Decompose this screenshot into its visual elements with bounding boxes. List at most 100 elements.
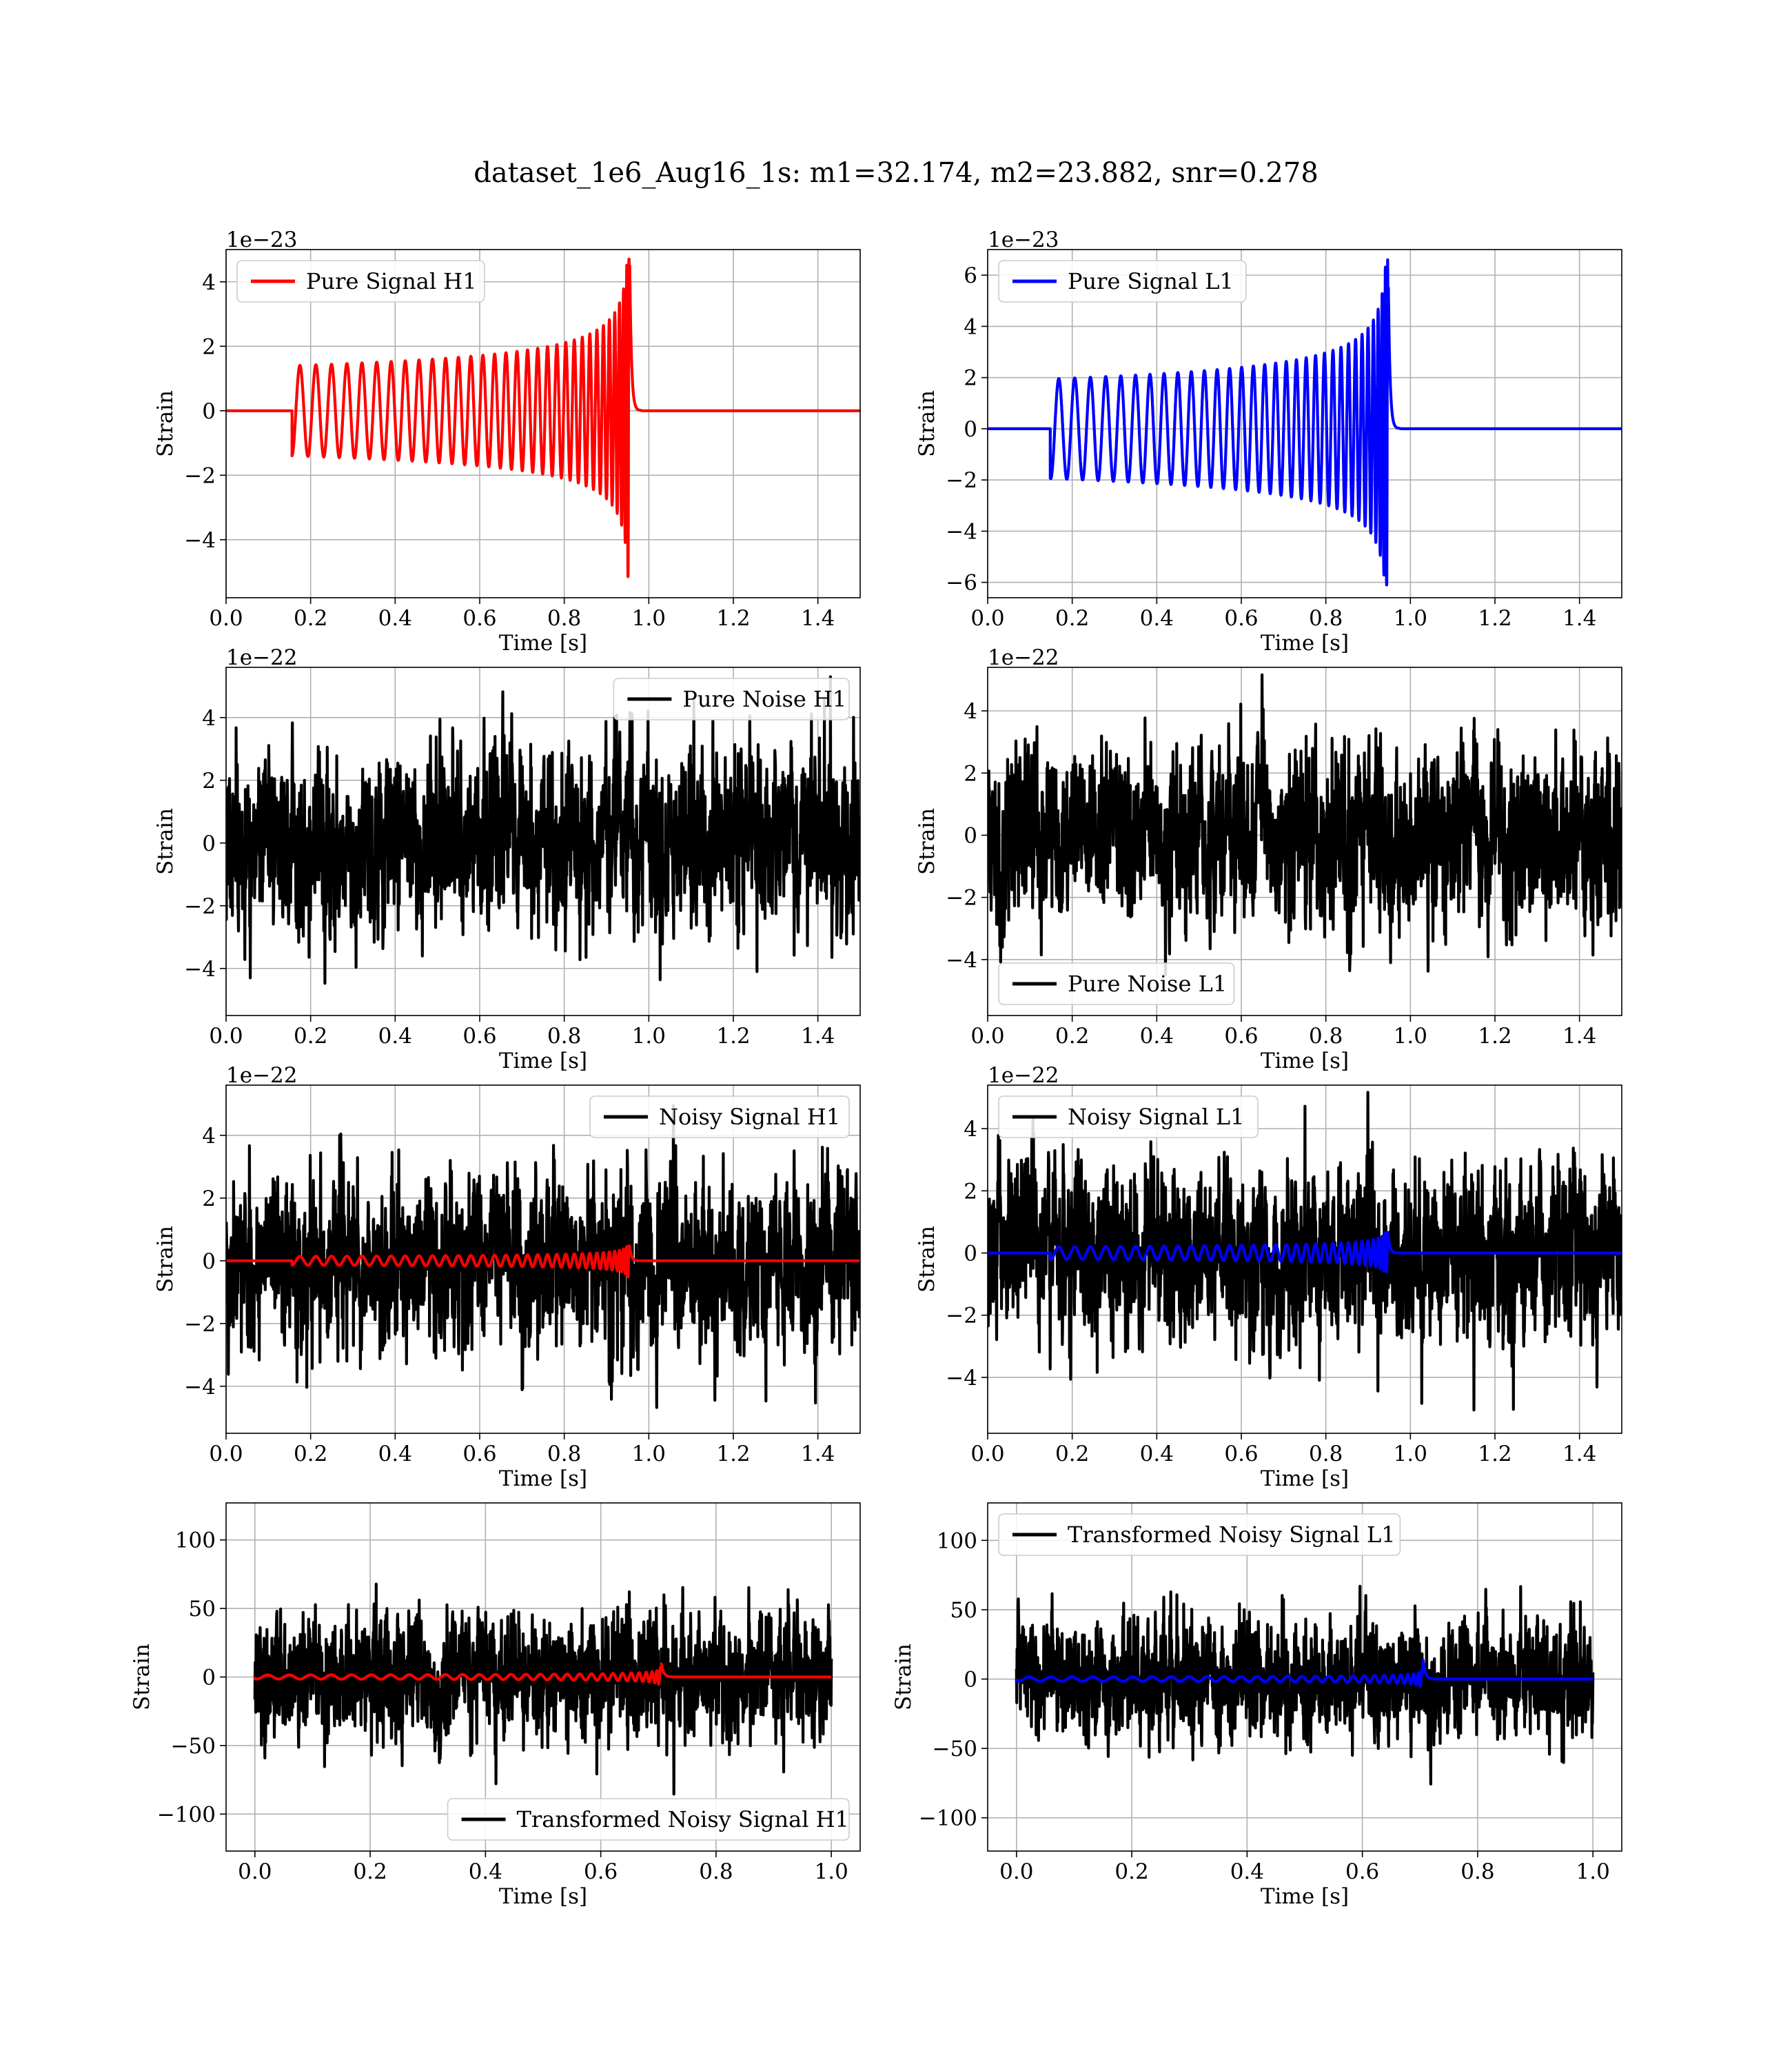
y-tick-label: 0: [202, 831, 216, 856]
x-tick-label: 0.8: [1309, 1442, 1343, 1466]
x-axis-label: Time [s]: [499, 1049, 587, 1073]
axis-offset-text: 1e−22: [226, 1063, 298, 1088]
axes-frame: [987, 249, 1622, 598]
y-axis-label: Strain: [891, 1644, 916, 1710]
y-tick-label: −4: [946, 519, 977, 544]
y-tick-label: 2: [964, 1179, 977, 1204]
axes-frame: [225, 667, 861, 1016]
y-tick-label: 100: [937, 1528, 977, 1553]
legend-label: Pure Signal L1: [1068, 268, 1234, 294]
axes-frame: [987, 1502, 1622, 1852]
x-tick-label: 1.0: [632, 1442, 666, 1466]
legend: Pure Noise L1: [998, 962, 1235, 1005]
y-tick-label: 2: [964, 366, 977, 391]
y-tick-label: 4: [202, 706, 216, 731]
x-tick-label: 1.0: [1394, 1442, 1427, 1466]
legend-label: Noisy Signal H1: [659, 1104, 840, 1130]
x-tick-label: 1.0: [1576, 1859, 1610, 1884]
pure-noise-l1-panel: 0.0 0.2 0.4 0.6 0.8 1.0 1.2 1.4 −4 −2 0 2 4 Time [s] S…: [915, 645, 1622, 1073]
y-tick-label: 4: [202, 1124, 216, 1149]
x-tick-label: 0.6: [584, 1859, 618, 1884]
x-tick-label: 1.4: [801, 1442, 835, 1466]
x-tick-label: 0.4: [378, 1442, 412, 1466]
y-tick-label: −100: [919, 1806, 977, 1831]
y-tick-label: −4: [184, 1375, 216, 1400]
y-tick-label: −2: [184, 894, 216, 919]
legend-label: Pure Signal H1: [306, 268, 477, 294]
legend-box: [998, 260, 1247, 303]
y-tick-label: −100: [157, 1802, 216, 1827]
y-tick-label: −4: [946, 1366, 977, 1391]
legend-box: [998, 1095, 1259, 1138]
y-tick-label: −2: [946, 1304, 977, 1329]
pure-signal-l1-line: [988, 258, 1622, 587]
x-tick-label: 0.0: [209, 1024, 243, 1049]
x-tick-label: 1.2: [716, 606, 750, 631]
noisy-signal-l1-panel: 0.0 0.2 0.4 0.6 0.8 1.0 1.2 1.4 −4 −2 0 2 4 Time [s] S…: [915, 1063, 1622, 1491]
pure-noise-h1-panel: 0.0 0.2 0.4 0.6 0.8 1.0 1.2 1.4 −4 −2 0 2 4 Time [s] S…: [153, 645, 861, 1073]
y-axis-label: Strain: [153, 390, 178, 457]
x-tick-label: 0.4: [378, 1024, 412, 1049]
transformed-noisy-signal-h1-overlay-line: [253, 1662, 832, 1686]
y-tick-label: 50: [950, 1598, 977, 1623]
x-tick-label: 0.4: [469, 1859, 502, 1884]
axis-offset-text: 1e−22: [988, 645, 1059, 670]
y-tick-label: 0: [964, 1241, 977, 1266]
x-tick-label: 0.2: [1055, 1024, 1089, 1049]
x-tick-label: 0.8: [547, 1442, 581, 1466]
y-tick-label: 2: [202, 1186, 216, 1211]
x-tick-label: 0.4: [1140, 1024, 1174, 1049]
x-tick-label: 0.2: [294, 606, 327, 631]
axes-frame: [987, 1084, 1622, 1434]
x-axis-label: Time [s]: [1261, 631, 1349, 656]
x-tick-label: 0.6: [1224, 606, 1258, 631]
x-tick-label: 0.6: [1224, 1442, 1258, 1466]
legend: Pure Signal L1: [998, 260, 1247, 303]
y-tick-label: 0: [964, 1668, 977, 1693]
transformed-noisy-signal-l1-panel: 0.0 0.2 0.4 0.6 0.8 1.0 −100 −50 0 50 100 Time [s] S…: [891, 1502, 1622, 1909]
x-tick-label: 0.6: [1345, 1859, 1379, 1884]
x-tick-label: 1.0: [632, 606, 666, 631]
x-tick-label: 0.2: [1114, 1859, 1148, 1884]
axes-frame: [987, 667, 1622, 1016]
legend: Pure Noise H1: [613, 678, 850, 720]
legend: Transformed Noisy Signal L1: [998, 1513, 1401, 1556]
y-tick-label: 4: [202, 270, 216, 295]
x-axis-label: Time [s]: [499, 631, 587, 656]
legend-box: [589, 1095, 850, 1138]
x-tick-label: 0.8: [1309, 606, 1343, 631]
y-tick-label: 4: [964, 1117, 977, 1142]
legend-box: [613, 678, 850, 720]
y-tick-label: 0: [964, 823, 977, 848]
x-tick-label: 1.0: [815, 1859, 848, 1884]
legend-label: Transformed Noisy Signal H1: [517, 1806, 849, 1832]
y-axis-label: Strain: [915, 390, 939, 457]
x-tick-label: 0.6: [462, 1024, 496, 1049]
pure-signal-h1-panel: 0.0 0.2 0.4 0.6 0.8 1.0 1.2 1.4 −4 −2 0 2 4 Time [s] S…: [153, 228, 861, 656]
y-tick-label: 6: [964, 263, 977, 288]
x-tick-label: 1.4: [1562, 1442, 1596, 1466]
noisy-signal-l1-overlay-line: [988, 1231, 1622, 1274]
x-tick-label: 0.6: [1224, 1024, 1258, 1049]
x-tick-label: 0.4: [1140, 606, 1174, 631]
x-tick-label: 1.4: [1562, 606, 1596, 631]
x-tick-label: 1.0: [632, 1024, 666, 1049]
figure-title: dataset_1e6_Aug16_1s: m1=32.174, m2=23.8…: [474, 157, 1318, 189]
axis-offset-text: 1e−22: [988, 1063, 1059, 1088]
legend-box: [236, 260, 485, 303]
y-tick-label: −50: [171, 1734, 216, 1759]
x-tick-label: 1.4: [801, 606, 835, 631]
x-tick-label: 1.4: [801, 1024, 835, 1049]
x-tick-label: 0.8: [547, 1024, 581, 1049]
legend: Transformed Noisy Signal H1: [447, 1798, 850, 1841]
x-tick-label: 0.6: [462, 606, 496, 631]
noisy-signal-h1-overlay-line: [226, 1244, 860, 1279]
legend-box: [998, 1513, 1401, 1556]
x-tick-label: 0.4: [1140, 1442, 1174, 1466]
y-tick-label: 0: [202, 1666, 216, 1690]
noisy-signal-h1-line: [226, 1104, 860, 1409]
x-tick-label: 1.2: [1478, 1024, 1511, 1049]
x-tick-label: 0.8: [1460, 1859, 1494, 1884]
y-tick-label: −4: [184, 957, 216, 982]
